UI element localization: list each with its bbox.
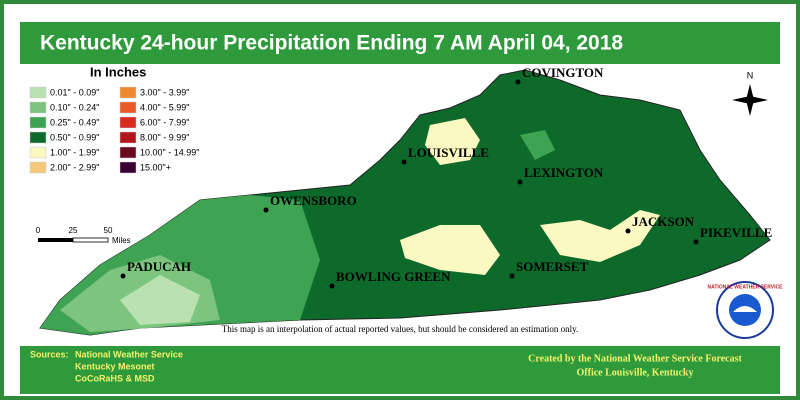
legend-swatch <box>29 101 47 114</box>
city-dot <box>401 159 407 165</box>
city-label: PIKEVILLE <box>700 225 772 240</box>
city-label: LEXINGTON <box>524 165 604 180</box>
scale-label: 25 <box>69 226 78 235</box>
legend-label: 15.00"+ <box>140 162 171 172</box>
legend-swatch <box>119 131 137 144</box>
city-label: SOMERSET <box>516 259 589 274</box>
legend-swatch <box>29 146 47 159</box>
legend-swatch <box>29 161 47 174</box>
north-arrow: N <box>732 70 768 116</box>
logo-text: NATIONAL WEATHER SERVICE <box>708 284 784 290</box>
legend-swatch <box>29 86 47 99</box>
city-dot <box>625 228 631 234</box>
legend-label: 2.00" - 2.99" <box>50 162 99 172</box>
scale-bar: 0 25 50 Miles <box>36 226 131 245</box>
legend-label: 8.00" - 9.99" <box>140 132 189 142</box>
legend-swatch <box>119 116 137 129</box>
legend-swatch <box>29 131 47 144</box>
legend-label: 3.00" - 3.99" <box>140 87 189 97</box>
source: National Weather Service <box>75 349 183 359</box>
title-bar <box>20 22 780 64</box>
legend-swatch <box>119 86 137 99</box>
legend-label: 10.00" - 14.99" <box>140 147 199 157</box>
city-dot <box>329 283 335 289</box>
source: CoCoRaHS & MSD <box>75 373 155 383</box>
legend-label: 1.00" - 1.99" <box>50 147 99 157</box>
scale-label: 50 <box>104 226 113 235</box>
legend-swatch <box>119 101 137 114</box>
legend-label: 0.01" - 0.09" <box>50 87 99 97</box>
legend-swatch <box>119 161 137 174</box>
legend-swatch <box>119 146 137 159</box>
city-label: PADUCAH <box>127 259 191 274</box>
sources-label: Sources: <box>30 349 69 359</box>
nws-logo: NATIONAL WEATHER SERVICE <box>708 281 784 339</box>
city-label: COVINGTON <box>522 65 604 80</box>
credit: Office Louisville, Kentucky <box>577 367 694 378</box>
city-label: LOUISVILLE <box>408 145 489 160</box>
legend-swatch <box>29 116 47 129</box>
disclaimer: This map is an interpolation of actual r… <box>222 324 579 334</box>
legend-title: In Inches <box>90 64 146 79</box>
city-label: OWENSBORO <box>270 193 357 208</box>
source: Kentucky Mesonet <box>75 361 155 371</box>
title: Kentucky 24-hour Precipitation Ending 7 … <box>40 32 623 55</box>
city-dot <box>517 179 523 185</box>
legend-label: 6.00" - 7.99" <box>140 117 189 127</box>
city-label: JACKSON <box>632 214 695 229</box>
legend-label: 0.10" - 0.24" <box>50 102 99 112</box>
city-dot <box>509 273 515 279</box>
city-dot <box>515 79 521 85</box>
city-label: BOWLING GREEN <box>336 269 451 284</box>
legend-label: 0.25" - 0.49" <box>50 117 99 127</box>
footer-bar <box>20 346 780 394</box>
north-label: N <box>747 70 754 80</box>
scale-label: 0 <box>36 226 41 235</box>
legend-label: 0.50" - 0.99" <box>50 132 99 142</box>
cities: COVINGTON LOUISVILLE LEXINGTON OWENSBORO JAC… <box>120 65 772 289</box>
legend-label: 4.00" - 5.99" <box>140 102 189 112</box>
state-map <box>39 69 771 336</box>
credit: Created by the National Weather Service … <box>528 353 742 364</box>
city-dot <box>120 273 126 279</box>
city-dot <box>263 207 269 213</box>
city-dot <box>693 239 699 245</box>
legend: 0.01" - 0.09" 0.10" - 0.24" 0.25" - 0.49" 0… <box>29 86 199 174</box>
scale-unit: Miles <box>112 236 131 245</box>
